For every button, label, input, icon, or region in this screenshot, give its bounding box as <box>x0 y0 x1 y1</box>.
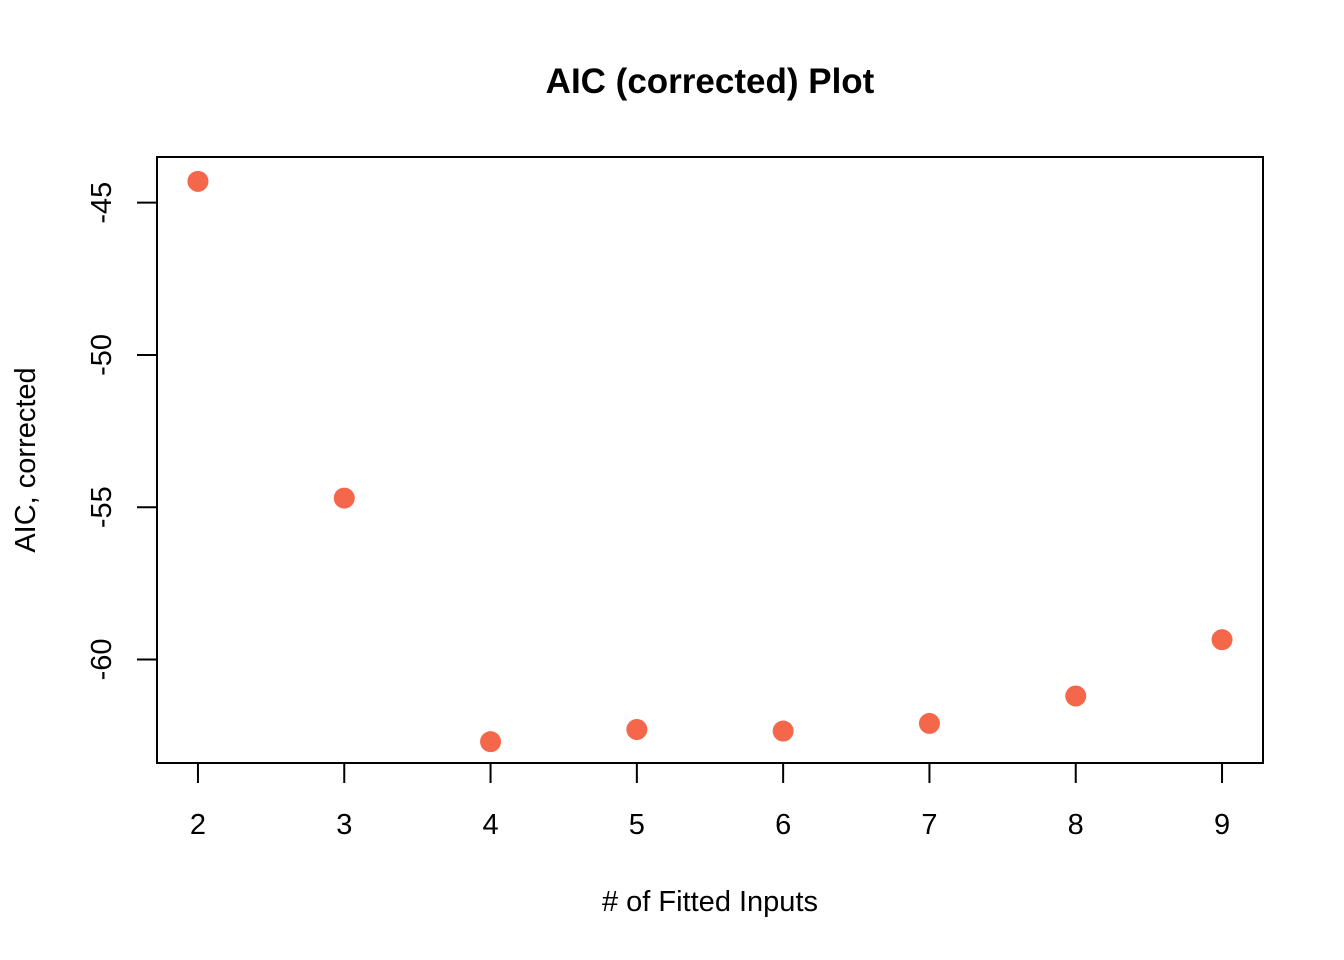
y-tick-label: -45 <box>86 182 118 224</box>
x-tick-label: 4 <box>482 809 498 841</box>
x-tick-label: 6 <box>775 809 791 841</box>
x-tick-label: 3 <box>336 809 352 841</box>
y-tick-label: -50 <box>86 334 118 376</box>
y-axis-label: AIC, corrected <box>10 367 42 552</box>
x-tick-label: 2 <box>190 809 206 841</box>
data-point <box>1211 629 1233 651</box>
x-tick-label: 8 <box>1068 809 1084 841</box>
x-axis: 2 3 4 5 6 7 8 9 <box>190 762 1230 841</box>
x-tick-label: 5 <box>629 809 645 841</box>
data-point <box>918 712 940 734</box>
data-point <box>187 170 209 192</box>
plot-area <box>156 156 1264 764</box>
x-tick-label: 7 <box>921 809 937 841</box>
y-axis: -45 -50 -55 -60 <box>86 182 158 681</box>
data-point <box>626 719 648 741</box>
data-point <box>1065 685 1087 707</box>
data-point <box>772 720 794 742</box>
y-tick-label: -60 <box>86 639 118 681</box>
chart-title: AIC (corrected) Plot <box>546 62 875 101</box>
data-point <box>333 487 355 509</box>
x-tick-label: 9 <box>1214 809 1230 841</box>
data-point <box>480 731 502 753</box>
data-points <box>187 170 1233 753</box>
x-axis-label: # of Fitted Inputs <box>602 886 818 918</box>
y-tick-label: -55 <box>86 486 118 528</box>
